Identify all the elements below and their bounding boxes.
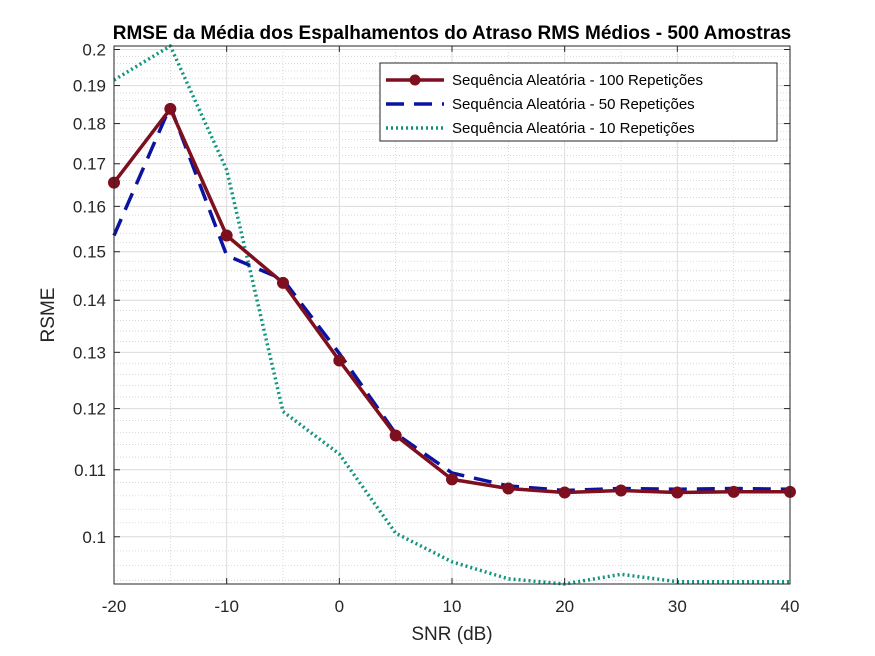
y-tick-label: 0.19 [73, 77, 106, 96]
legend-label-3: Sequência Aleatória - 10 Repetições [452, 120, 695, 137]
y-tick-label: 0.14 [73, 291, 106, 310]
y-axis: 0.1 0.11 0.12 0.13 0.14 0.15 0.16 0.17 0.18 0.19 0… [73, 41, 790, 547]
legend-box [379, 62, 778, 142]
x-axis: -20 -10 0 10 20 30 40 [102, 46, 800, 616]
series-point-1 [277, 276, 289, 289]
y-tick-label: 0.17 [73, 155, 106, 174]
series-point-1 [333, 354, 346, 367]
series-point-1 [671, 486, 684, 499]
y-axis-label: RSME [38, 288, 59, 343]
x-tick-label: 40 [781, 597, 800, 616]
series-point-1 [446, 473, 458, 486]
y-tick-label: 0.12 [73, 400, 106, 419]
y-tick-label: 0.1 [82, 528, 106, 547]
x-tick-label: -10 [214, 597, 239, 616]
legend-marker-1 [409, 74, 421, 86]
series-point-1 [558, 486, 571, 499]
y-tick-label: 0.15 [73, 243, 106, 262]
series-point-1 [502, 482, 515, 495]
series-point-1 [220, 229, 233, 242]
y-tick-label: 0.18 [73, 115, 106, 134]
series-point-1 [727, 485, 740, 498]
y-tick-label: 0.16 [73, 197, 106, 216]
x-tick-label: 30 [668, 597, 687, 616]
y-tick-label: 0.13 [73, 343, 106, 362]
series-point-1 [164, 102, 177, 115]
y-tick-label: 0.11 [74, 461, 106, 480]
legend-label-1: Sequência Aleatória - 100 Repetições [452, 72, 703, 89]
legend: Sequência Aleatória - 100 Repetições Sequ… [379, 62, 778, 142]
x-tick-label: -20 [102, 597, 127, 616]
series-point-1 [615, 484, 627, 497]
legend-label-2: Sequência Aleatória - 50 Repetições [452, 96, 695, 113]
series-point-1 [389, 429, 402, 442]
x-tick-label: 0 [335, 597, 344, 616]
chart-title: RMSE da Média dos Espalhamentos do Atras… [113, 23, 792, 44]
y-tick-label: 0.2 [82, 41, 106, 60]
x-tick-label: 10 [443, 597, 462, 616]
x-tick-label: 20 [555, 597, 574, 616]
x-axis-label: SNR (dB) [411, 624, 492, 645]
